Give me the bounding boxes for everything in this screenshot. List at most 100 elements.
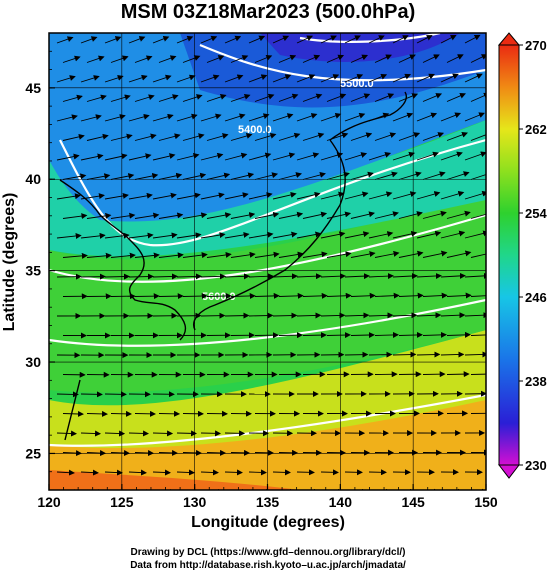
wind-arrow [230,212,256,219]
wind-arrow [392,351,417,358]
wind-arrow [134,94,155,102]
wind-arrow [392,35,409,44]
wind-arrow [176,74,196,83]
wind-arrow [200,192,225,200]
coastlines [59,91,407,441]
wind-arrow [200,469,219,476]
wind-arrow [302,211,328,219]
wind-arrow [200,273,226,280]
wind-arrow [200,35,218,44]
wind-arrow [121,489,128,490]
wind-arrow [134,133,157,141]
wind-arrow [73,489,80,490]
wind-arrow [398,292,424,299]
wind-arrow [320,74,340,83]
wind-arrow [104,36,122,44]
wind-arrow [374,331,399,338]
wind-arrow [134,212,160,219]
wind-arrow [206,94,227,102]
wind-arrow [56,391,79,398]
wind-arrow [158,55,177,63]
wind-arrow [152,430,174,437]
wind-arrow [320,35,337,44]
wind-arrow [368,35,385,44]
colorbar: 270 262 254 246 238 230 [497,32,547,479]
wind-arrow [302,332,327,339]
wind-arrow [374,54,392,63]
wind-arrow [158,94,179,102]
wind-arrow [158,252,184,259]
wind-arrow [248,113,270,122]
wind-arrow [206,212,232,219]
wind-arrow [446,331,471,338]
wind-arrow [296,113,318,122]
wind-arrow [278,211,304,219]
wind-arrow [368,73,388,83]
wind-arrow [104,153,128,161]
wind-arrow [62,55,81,63]
wind-arrow [224,113,246,122]
x-tick-label: 150 [474,494,498,510]
wind-arrow [398,54,416,63]
wind-arrow [152,192,177,200]
wind-arrow [464,112,485,122]
wind-arrow [176,35,194,44]
wind-arrow [56,75,76,83]
wind-arrow [248,35,266,44]
wind-arrow [86,94,107,102]
wind-arrow [422,54,440,63]
wind-arrow [440,312,466,319]
colorbar-tick-label: 254 [525,206,547,221]
wind-arrow [110,252,136,259]
wind-arrow [326,211,352,219]
wind-arrow [206,293,232,300]
wind-arrow [398,132,421,141]
wind-arrow [80,430,102,437]
wind-arrow [392,191,417,200]
wind-arrow [62,94,83,102]
coastline-korea-china [59,179,187,341]
wind-arrow [350,132,373,141]
wind-arrow [62,213,88,220]
wind-arrow [302,172,326,180]
wind-arrow [224,273,250,280]
wind-arrow [56,233,82,239]
wind-arrow [302,93,323,102]
wind-arrow [254,292,280,299]
wind-arrow [254,54,273,63]
wind-arrow [110,94,131,102]
wind-arrow [217,488,224,490]
wind-arrow [416,112,438,122]
wind-arrow [350,93,371,102]
wind-arrow [128,430,150,437]
wind-arrow [62,410,85,417]
wind-arrow [416,351,441,358]
x-axis-label: Longitude (degrees) [191,514,345,531]
x-tick-label: 125 [110,494,134,510]
wind-arrow [464,151,486,161]
wind-arrow [344,112,366,122]
wind-arrow [200,152,224,161]
colorbar-max-arrow [497,32,521,46]
wind-arrow [278,54,297,63]
wind-arrow [344,152,368,161]
wind-arrow [272,231,298,239]
wind-arrow [416,272,442,279]
wind-arrow [296,152,320,161]
x-tick-label: 145 [401,494,425,510]
wind-arrow [422,171,446,180]
wind-arrow [176,192,201,200]
wind-arrow [422,250,448,258]
wind-arrow [289,488,296,490]
wind-arrow [278,292,304,299]
wind-arrow [392,112,414,122]
wind-arrow [80,469,99,476]
y-tick-label: 30 [25,354,41,370]
wind-arrow [416,151,439,161]
x-tick-label: 140 [329,494,353,510]
y-tick-label: 25 [25,445,41,461]
wind-arrow [128,153,152,161]
wind-arrow [344,312,370,319]
wind-arrow [440,73,459,83]
